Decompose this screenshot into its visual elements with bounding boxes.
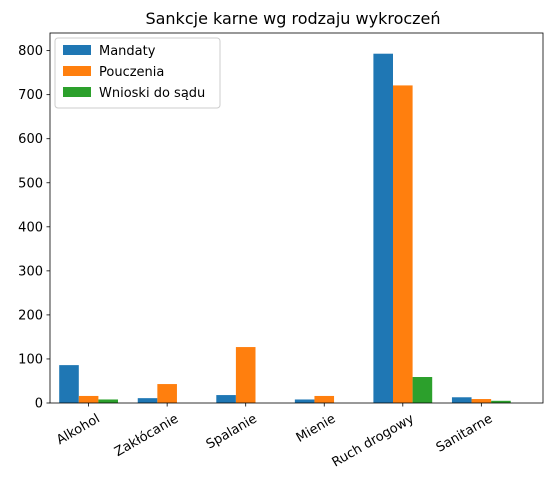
x-tick-label: Zakłócanie [112, 411, 181, 459]
x-tick-label: Sanitarne [434, 411, 496, 455]
bar-pouczenia-2 [235, 347, 256, 403]
legend-swatch-2 [63, 87, 91, 97]
legend-label-2: Wnioski do sądu [99, 86, 205, 101]
y-tick-label: 600 [18, 132, 43, 147]
bar-wnioski-do-sądu-5 [491, 400, 511, 403]
y-tick-label: 300 [18, 264, 43, 279]
bar-mandaty-1 [137, 398, 158, 403]
legend: Mandaty Pouczenia Wnioski do sądu [54, 37, 221, 109]
bar-pouczenia-0 [78, 395, 99, 403]
y-tick-label: 400 [18, 220, 43, 235]
bar-pouczenia-1 [157, 384, 177, 403]
bar-pouczenia-3 [314, 395, 335, 403]
bar-wnioski-do-sądu-4 [412, 377, 433, 403]
bar-mandaty-3 [294, 399, 315, 403]
x-tick-label: Spalanie [204, 411, 260, 452]
x-tick-label: Alkohol [54, 411, 102, 448]
bar-mandaty-2 [216, 395, 236, 403]
legend-label-0: Mandaty [99, 44, 156, 59]
legend-swatch-0 [63, 45, 91, 55]
y-tick-label: 100 [18, 352, 43, 367]
x-tick-label: Ruch drogowy [330, 411, 417, 470]
bar-pouczenia-4 [393, 85, 413, 404]
y-tick-label: 0 [35, 397, 43, 412]
axes-frame [49, 32, 544, 404]
chart-title: Sankcje karne wg rodzaju wykroczeń [145, 9, 440, 28]
y-tick-label: 200 [18, 308, 43, 323]
y-tick-label: 800 [18, 44, 43, 59]
y-tick-label: 500 [18, 176, 43, 191]
bar-mandaty-4 [373, 53, 393, 403]
legend-swatch-1 [63, 66, 91, 76]
legend-box [54, 37, 221, 109]
y-tick-label: 700 [18, 88, 43, 103]
bar-pouczenia-5 [471, 399, 492, 403]
bar-mandaty-0 [59, 365, 79, 403]
bar-wnioski-do-sądu-0 [98, 399, 118, 403]
bar-mandaty-5 [451, 397, 472, 403]
legend-label-1: Pouczenia [99, 65, 164, 80]
x-tick-label: Mienie [294, 411, 338, 445]
